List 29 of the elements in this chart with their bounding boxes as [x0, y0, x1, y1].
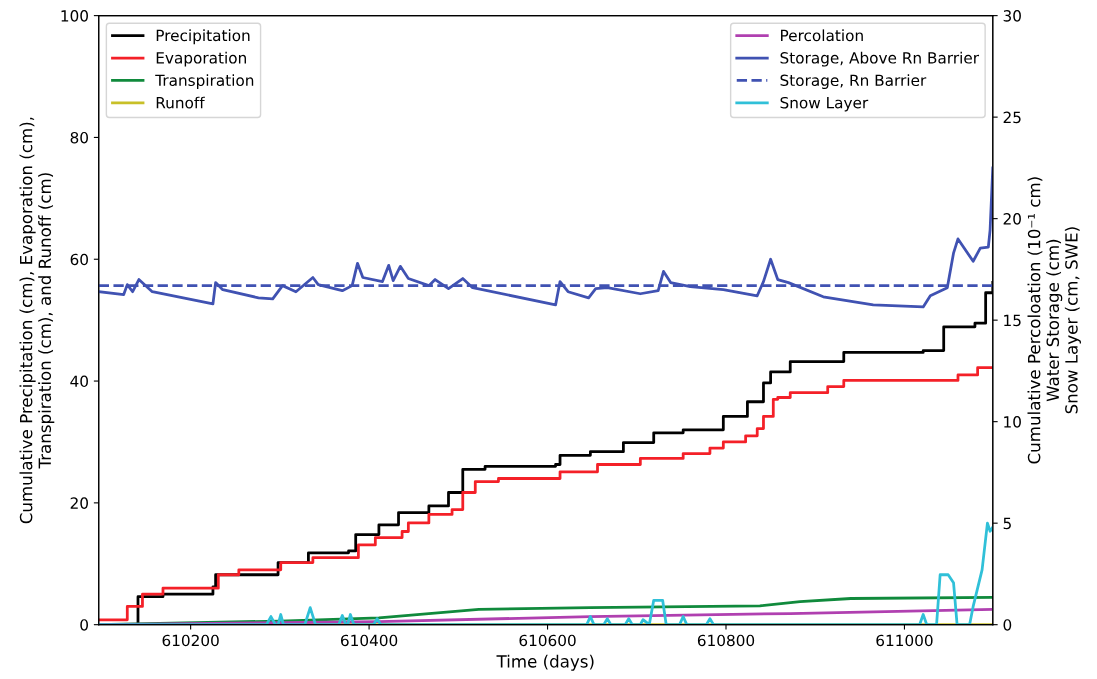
y2-tick-label: 25 [1003, 111, 1021, 124]
y-tick-label: 100 [61, 10, 88, 22]
y2-tick-label: 15 [1004, 314, 1021, 327]
legend-label: Storage, Above Rn Barrier [780, 51, 980, 67]
y-tick-label: 40 [70, 375, 88, 388]
x-tick-label: 610200 [162, 634, 219, 647]
legend-label: Transpiration [155, 74, 254, 89]
legend-label: Storage, Rn Barrier [780, 74, 927, 89]
y2-axis-title: Cumulative Percoloation (10⁻¹ cm) Water Storage (cm) Snow Layer (cm, SWE) [1027, 177, 1081, 464]
y2-tick-label: 20 [1003, 213, 1021, 225]
y2-tick-label: 30 [1003, 10, 1021, 22]
y-tick-label: 60 [70, 253, 88, 266]
x-tick-label: 610800 [697, 634, 755, 647]
y-tick-label: 80 [70, 131, 88, 144]
legend-label: Evaporation [156, 51, 246, 67]
legend-label: Percolation [781, 29, 863, 42]
y2-tick-label: 0 [1003, 619, 1012, 631]
legend-label: Snow Layer [780, 96, 869, 112]
x-tick-label: 610600 [519, 634, 576, 647]
x-tick-label: 611000 [876, 634, 933, 647]
legend-label: Precipitation [156, 29, 250, 45]
x-axis-title: Time (days) [496, 654, 594, 671]
y2-tick-label: 10 [1004, 416, 1021, 428]
x-tick-label: 610400 [340, 634, 398, 647]
y-tick-label: 0 [80, 619, 88, 631]
y-tick-label: 20 [70, 497, 88, 509]
y2-tick-label: 5 [1003, 517, 1011, 530]
legend-label: Runoff [156, 96, 205, 109]
y-axis-title: Cumulative Precipitation (cm), Evaporation (cm), Transpiration (cm), and Runoff (cm) [19, 117, 55, 524]
